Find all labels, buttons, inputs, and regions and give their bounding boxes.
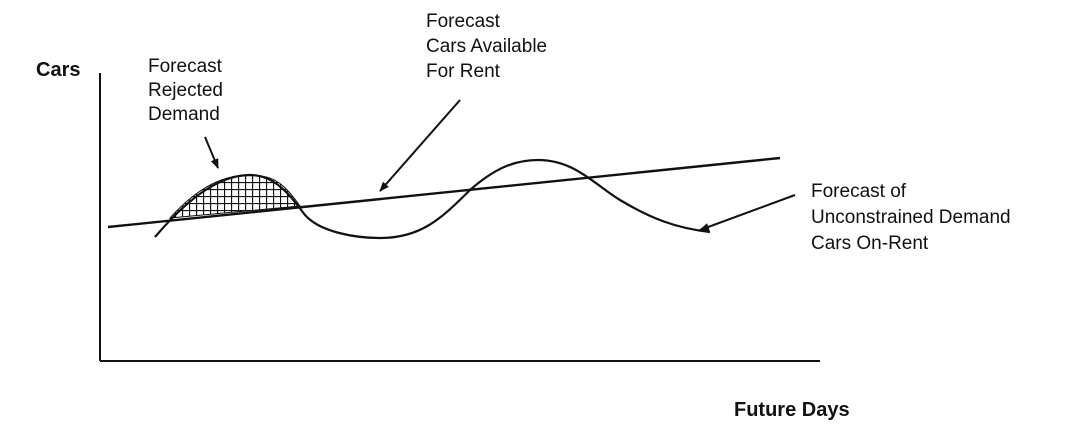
x-axis-label: Future Days <box>734 399 850 421</box>
demand-label-line2: Unconstrained Demand <box>811 207 1011 228</box>
demand-label-line1: Forecast of <box>811 181 907 202</box>
demand-label-line3: Cars On-Rent <box>811 233 929 254</box>
rejected-demand-label-line3: Demand <box>148 104 220 125</box>
cars-available-line <box>107 156 781 229</box>
demand-curve <box>154 158 711 240</box>
rejected-demand-arrow <box>204 136 219 169</box>
cars-available-arrow <box>379 99 461 192</box>
cars-available-label-line2: Cars Available <box>426 36 548 57</box>
cars-available-label-line3: For Rent <box>426 61 500 82</box>
rejected-demand-label-line2: Rejected <box>148 80 223 101</box>
y-axis-label: Cars <box>36 59 81 81</box>
rejected-demand-label-line1: Forecast <box>148 56 222 77</box>
cars-available-label-line1: Forecast <box>426 11 500 32</box>
rejected-demand-area <box>168 174 301 219</box>
demand-arrow <box>699 194 796 231</box>
